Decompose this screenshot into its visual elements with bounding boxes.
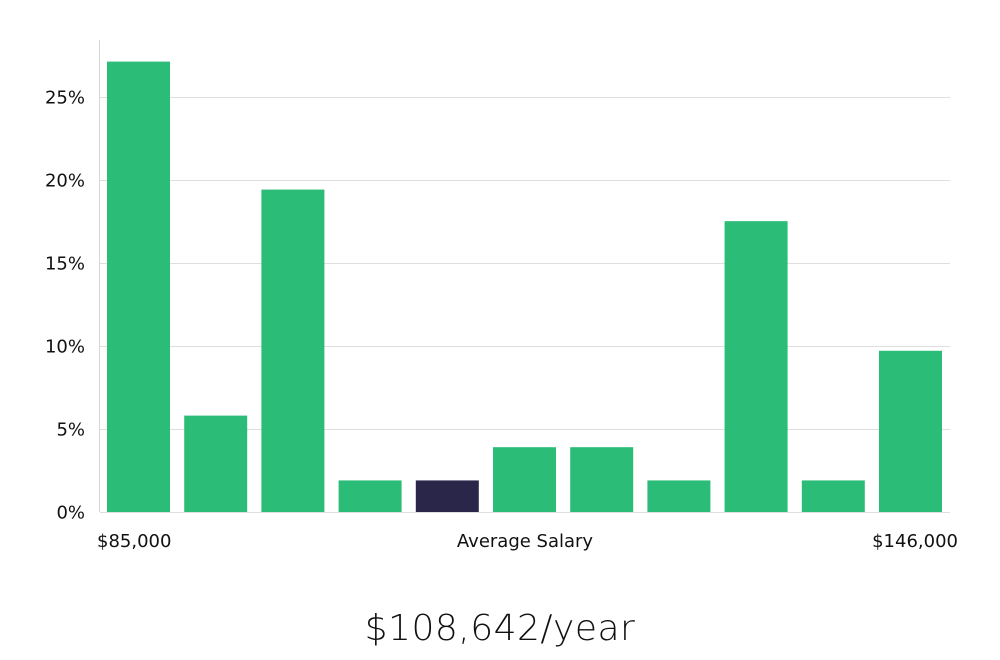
y-tick-label: 25% [45,88,85,109]
x-center-label: Average Salary [457,531,594,552]
histogram-bar [724,221,788,513]
y-tick-label: 15% [45,254,85,275]
average-salary-value: $108,642/year [364,608,636,649]
histogram-bar [647,480,711,512]
average-salary-bar [415,480,479,512]
x-min-label: $85,000 [97,531,171,552]
y-tick-label: 10% [45,337,85,358]
x-max-label: $146,000 [872,531,958,552]
histogram-bar [493,447,556,512]
y-tick-label: 0% [56,503,85,524]
histogram-bar [879,350,942,512]
salary-histogram: 0%5%10%15%20%25% $85,000 Average Salary … [45,40,958,552]
bars [107,61,942,513]
y-tick-label: 20% [45,171,85,192]
histogram-bar [570,447,634,512]
y-tick-labels: 0% 5% 10% 15% 20% 25% [45,88,85,524]
histogram-bar [261,189,325,513]
histogram-bar [338,480,402,512]
y-tick-label: 5% [56,420,85,441]
histogram-bar [107,61,170,513]
histogram-bar [801,480,865,512]
histogram-bar [184,415,248,512]
